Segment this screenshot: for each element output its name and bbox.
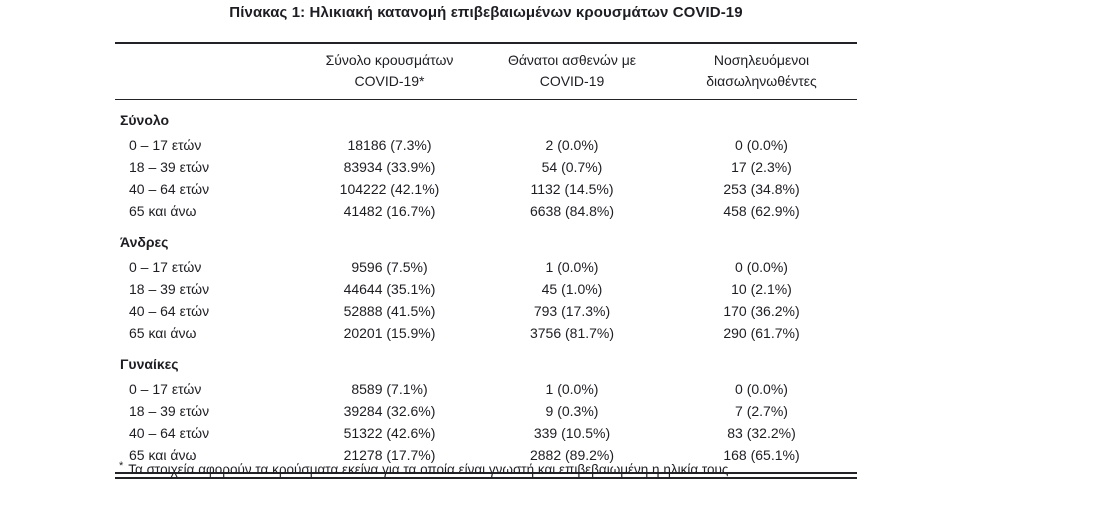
intubated-cell: 17 (2.3%) xyxy=(731,159,792,175)
table-row: 40 – 64 ετών 51322 (42.6%) 339 (10.5%) 8… xyxy=(115,422,857,444)
age-cell: 0 – 17 ετών xyxy=(129,381,202,397)
age-cell: 0 – 17 ετών xyxy=(129,259,202,275)
deaths-cell: 3756 (81.7%) xyxy=(529,325,615,341)
intubated-cell: 7 (2.7%) xyxy=(735,403,788,419)
deaths-cell: 45 (1.0%) xyxy=(541,281,603,297)
col-header-cases-line1: Σύνολο κρουσμάτων xyxy=(325,52,454,68)
intubated-cell: 10 (2.1%) xyxy=(731,281,792,297)
empty-cell xyxy=(478,344,666,378)
table-caption: Πίνακας 1: Ηλικιακή κατανομή επιβεβαιωμέ… xyxy=(229,4,743,21)
footnote: * Τα στοιχεία αφορούν τα κρούσματα εκείνα… xyxy=(119,460,729,477)
cases-cell: 41482 (16.7%) xyxy=(343,203,436,219)
cases-cell: 20201 (15.9%) xyxy=(343,325,436,341)
empty-cell xyxy=(666,100,857,135)
table-row: 0 – 17 ετών 9596 (7.5%) 1 (0.0%) 0 (0.0%… xyxy=(115,256,857,278)
cases-cell: 8589 (7.1%) xyxy=(351,381,428,397)
table-row: 18 – 39 ετών 39284 (32.6%) 9 (0.3%) 7 (2… xyxy=(115,400,857,422)
section-label-women: Γυναίκες xyxy=(120,356,179,372)
empty-cell xyxy=(301,100,478,135)
col-header-deaths: Θάνατοι ασθενών με COVID-19 xyxy=(478,43,666,100)
footnote-text: Τα στοιχεία αφορούν τα κρούσματα εκείνα … xyxy=(128,462,729,477)
age-cell: 65 και άνω xyxy=(129,203,197,219)
table-row: 40 – 64 ετών 104222 (42.1%) 1132 (14.5%)… xyxy=(115,178,857,200)
intubated-cell: 168 (65.1%) xyxy=(723,447,800,463)
cases-cell: 44644 (35.1%) xyxy=(343,281,436,297)
deaths-cell: 9 (0.3%) xyxy=(545,403,599,419)
cases-cell: 9596 (7.5%) xyxy=(351,259,428,275)
intubated-cell: 290 (61.7%) xyxy=(723,325,800,341)
empty-cell xyxy=(301,344,478,378)
header-row: Σύνολο κρουσμάτων COVID-19* Θάνατοι ασθε… xyxy=(115,43,857,100)
empty-cell xyxy=(301,222,478,256)
col-header-intubated: Νοσηλευόμενοι διασωληνωθέντες xyxy=(666,43,857,100)
cases-cell: 18186 (7.3%) xyxy=(347,137,432,153)
cases-cell: 52888 (41.5%) xyxy=(343,303,436,319)
intubated-cell: 83 (32.2%) xyxy=(727,425,796,441)
header-empty-cell xyxy=(115,43,301,100)
intubated-cell: 0 (0.0%) xyxy=(735,137,788,153)
col-header-deaths-line2: COVID-19 xyxy=(539,73,605,89)
table-row: 18 – 39 ετών 44644 (35.1%) 45 (1.0%) 10 … xyxy=(115,278,857,300)
deaths-cell: 2 (0.0%) xyxy=(545,137,599,153)
age-cell: 18 – 39 ετών xyxy=(129,403,210,419)
intubated-cell: 0 (0.0%) xyxy=(735,381,788,397)
deaths-cell: 2882 (89.2%) xyxy=(529,447,615,463)
table-row: 40 – 64 ετών 52888 (41.5%) 793 (17.3%) 1… xyxy=(115,300,857,322)
deaths-cell: 6638 (84.8%) xyxy=(529,203,615,219)
section-label-men: Άνδρες xyxy=(120,234,169,250)
col-header-cases-line2: COVID-19* xyxy=(354,73,425,89)
age-cell: 18 – 39 ετών xyxy=(129,159,210,175)
section-label-total: Σύνολο xyxy=(120,112,170,128)
cases-cell: 51322 (42.6%) xyxy=(343,425,436,441)
footnote-asterisk: * xyxy=(119,460,124,472)
intubated-cell: 253 (34.8%) xyxy=(723,181,800,197)
col-header-deaths-line1: Θάνατοι ασθενών με xyxy=(507,52,637,68)
col-header-intubated-line1: Νοσηλευόμενοι xyxy=(713,52,810,68)
col-header-cases: Σύνολο κρουσμάτων COVID-19* xyxy=(301,43,478,100)
section-header-row: Σύνολο xyxy=(115,100,857,135)
cases-cell: 104222 (42.1%) xyxy=(339,181,440,197)
intubated-cell: 458 (62.9%) xyxy=(723,203,800,219)
section-header-row: Άνδρες xyxy=(115,222,857,256)
age-cell: 18 – 39 ετών xyxy=(129,281,210,297)
table-bottom-rule xyxy=(115,472,857,474)
age-cell: 65 και άνω xyxy=(129,447,197,463)
table-row: 65 και άνω 41482 (16.7%) 6638 (84.8%) 45… xyxy=(115,200,857,222)
data-table: Σύνολο κρουσμάτων COVID-19* Θάνατοι ασθε… xyxy=(115,42,857,466)
col-header-intubated-line2: διασωληνωθέντες xyxy=(706,73,817,89)
section-header-row: Γυναίκες xyxy=(115,344,857,378)
deaths-cell: 793 (17.3%) xyxy=(533,303,611,319)
covid-age-table: Σύνολο κρουσμάτων COVID-19* Θάνατοι ασθε… xyxy=(115,42,857,479)
empty-cell xyxy=(666,222,857,256)
cases-cell: 83934 (33.9%) xyxy=(343,159,436,175)
deaths-cell: 54 (0.7%) xyxy=(541,159,603,175)
deaths-cell: 1 (0.0%) xyxy=(545,381,599,397)
table-row: 65 και άνω 21278 (17.7%) 2882 (89.2%) 16… xyxy=(115,444,857,466)
deaths-cell: 339 (10.5%) xyxy=(533,425,611,441)
age-cell: 40 – 64 ετών xyxy=(129,303,210,319)
table-row: 65 και άνω 20201 (15.9%) 3756 (81.7%) 29… xyxy=(115,322,857,344)
intubated-cell: 0 (0.0%) xyxy=(735,259,788,275)
intubated-cell: 170 (36.2%) xyxy=(723,303,800,319)
age-cell: 40 – 64 ετών xyxy=(129,181,210,197)
cases-cell: 21278 (17.7%) xyxy=(343,447,436,463)
age-cell: 0 – 17 ετών xyxy=(129,137,202,153)
age-cell: 65 και άνω xyxy=(129,325,197,341)
empty-cell xyxy=(478,222,666,256)
table-row: 0 – 17 ετών 18186 (7.3%) 2 (0.0%) 0 (0.0… xyxy=(115,134,857,156)
cases-cell: 39284 (32.6%) xyxy=(343,403,436,419)
deaths-cell: 1 (0.0%) xyxy=(545,259,599,275)
empty-cell xyxy=(478,100,666,135)
table-row: 0 – 17 ετών 8589 (7.1%) 1 (0.0%) 0 (0.0%… xyxy=(115,378,857,400)
deaths-cell: 1132 (14.5%) xyxy=(530,181,614,197)
table-row: 18 – 39 ετών 83934 (33.9%) 54 (0.7%) 17 … xyxy=(115,156,857,178)
age-cell: 40 – 64 ετών xyxy=(129,425,210,441)
empty-cell xyxy=(666,344,857,378)
footnote-separator-rule xyxy=(115,476,857,479)
